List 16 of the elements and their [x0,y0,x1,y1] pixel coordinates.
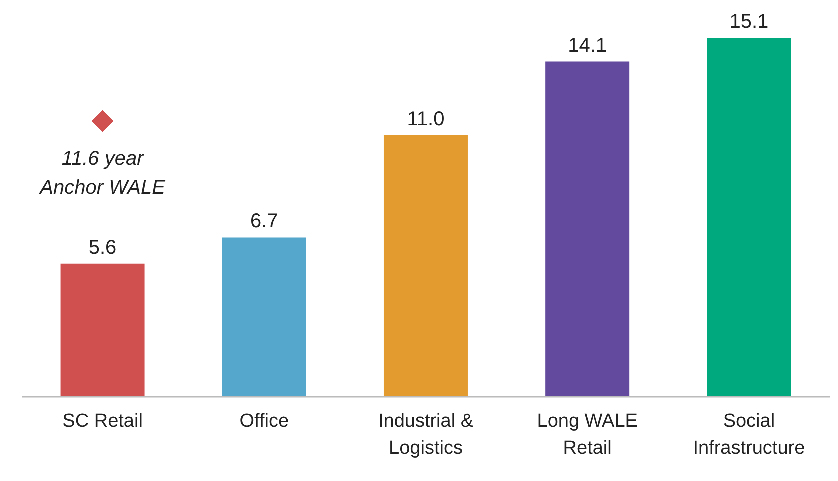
data-label: 5.6 [88,236,117,259]
data-label: 6.7 [250,210,278,233]
x-tick-label: Social Infrastructure [693,411,806,459]
data-label: 15.1 [730,11,769,33]
bar [60,264,145,397]
annotation: 11.6 year Anchor WALE [39,148,166,200]
bar [707,38,792,397]
data-label: 14.1 [568,34,608,57]
x-tick-label: SC Retail [62,411,143,432]
x-tick-label: Long WALE Retail [537,411,638,459]
x-tick-label: Industrial & Logistics [378,411,474,459]
bar [384,135,468,397]
x-tick-label: Office [240,411,290,432]
data-label: 11.0 [407,108,445,130]
bar [546,62,630,397]
bar [222,238,306,397]
